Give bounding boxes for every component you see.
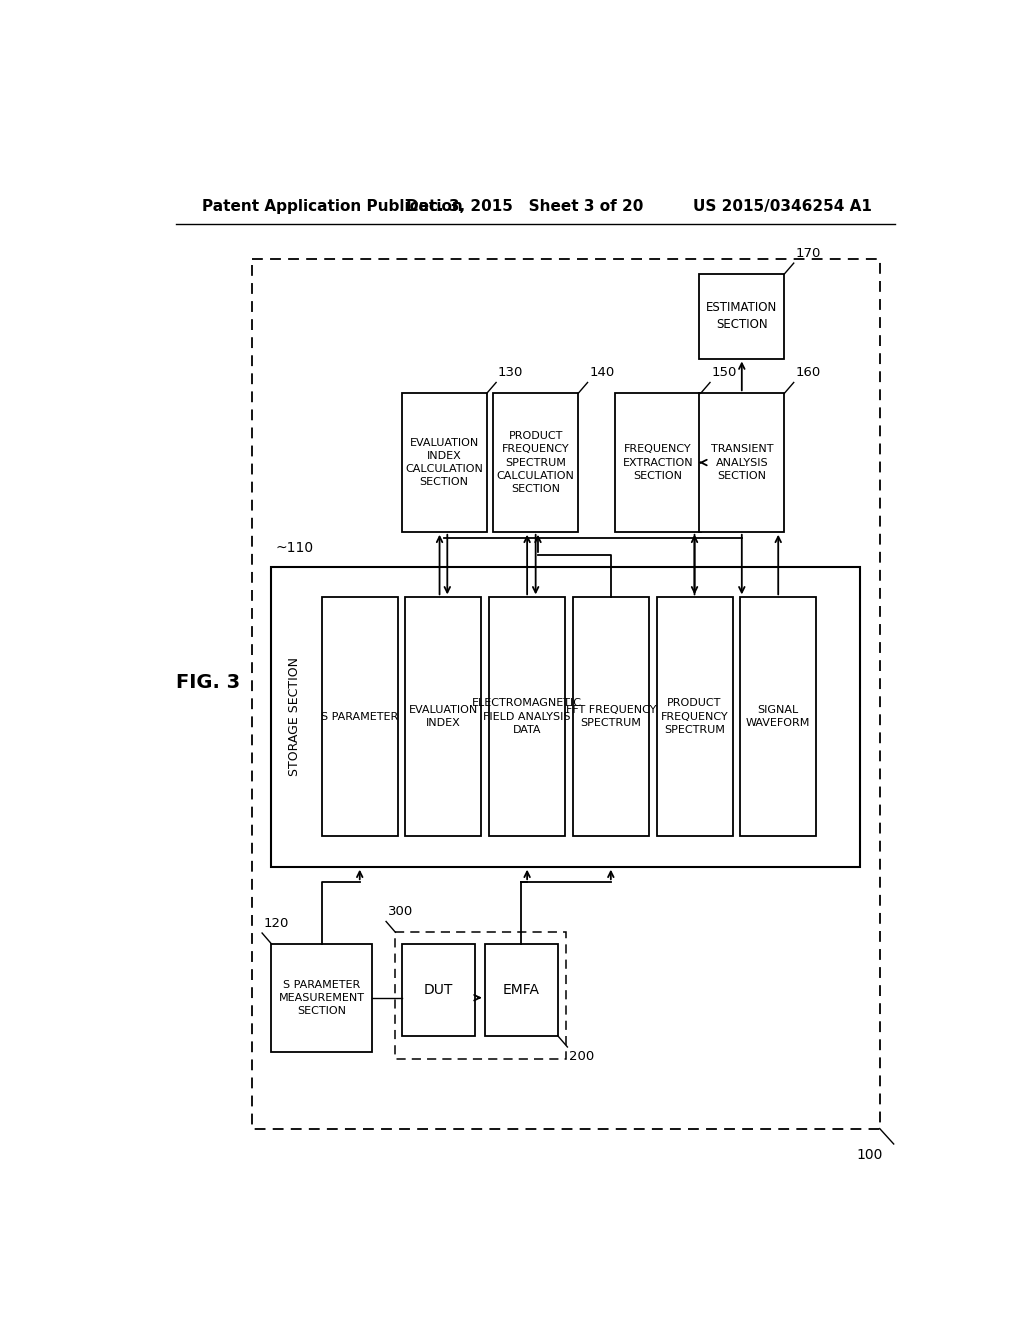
Text: ~110: ~110 [275, 541, 313, 554]
Text: SIGNAL
WAVEFORM: SIGNAL WAVEFORM [746, 705, 810, 729]
Bar [740, 597, 816, 836]
Text: EMFA: EMFA [503, 983, 540, 997]
Text: 100: 100 [856, 1148, 883, 1162]
Bar [572, 597, 649, 836]
Bar [615, 393, 700, 532]
Bar [252, 259, 880, 1129]
Bar [656, 597, 732, 836]
Text: FREQUENCY
EXTRACTION
SECTION: FREQUENCY EXTRACTION SECTION [623, 445, 693, 480]
Text: ELECTROMAGNETIC
FIELD ANALYSIS
DATA: ELECTROMAGNETIC FIELD ANALYSIS DATA [472, 698, 582, 735]
Text: 170: 170 [796, 247, 820, 260]
Bar [406, 597, 481, 836]
Text: EVALUATION
INDEX: EVALUATION INDEX [409, 705, 478, 729]
Text: EVALUATION
INDEX
CALCULATION
SECTION: EVALUATION INDEX CALCULATION SECTION [406, 438, 483, 487]
Text: Patent Application Publication: Patent Application Publication [202, 198, 463, 214]
Text: PRODUCT
FREQUENCY
SPECTRUM
CALCULATION
SECTION: PRODUCT FREQUENCY SPECTRUM CALCULATION S… [497, 432, 574, 494]
Text: DUT: DUT [424, 983, 453, 997]
Bar [322, 597, 397, 836]
Bar [401, 944, 475, 1036]
Text: 150: 150 [712, 367, 737, 379]
Bar [493, 393, 579, 532]
Text: S PARAMETER: S PARAMETER [322, 711, 398, 722]
Bar [489, 597, 565, 836]
Text: TRANSIENT
ANALYSIS
SECTION: TRANSIENT ANALYSIS SECTION [711, 445, 773, 480]
Text: 140: 140 [589, 367, 614, 379]
Bar [271, 566, 860, 867]
Text: 200: 200 [569, 1051, 594, 1063]
Bar [699, 275, 784, 359]
Text: 300: 300 [388, 906, 413, 919]
Text: US 2015/0346254 A1: US 2015/0346254 A1 [693, 198, 872, 214]
Text: PRODUCT
FREQUENCY
SPECTRUM: PRODUCT FREQUENCY SPECTRUM [660, 698, 728, 735]
Text: ESTIMATION
SECTION: ESTIMATION SECTION [707, 301, 777, 331]
Bar [271, 944, 372, 1052]
Bar [401, 393, 486, 532]
Text: STORAGE SECTION: STORAGE SECTION [288, 657, 301, 776]
Bar [484, 944, 558, 1036]
Text: FFT FREQUENCY
SPECTRUM: FFT FREQUENCY SPECTRUM [565, 705, 656, 729]
Text: 120: 120 [263, 917, 289, 929]
Text: FIG. 3: FIG. 3 [176, 672, 241, 692]
Text: Dec. 3, 2015   Sheet 3 of 20: Dec. 3, 2015 Sheet 3 of 20 [407, 198, 643, 214]
Bar [699, 393, 784, 532]
Text: 160: 160 [796, 367, 820, 379]
Text: S PARAMETER
MEASUREMENT
SECTION: S PARAMETER MEASUREMENT SECTION [279, 979, 365, 1016]
Bar [395, 932, 566, 1059]
Text: 130: 130 [498, 367, 523, 379]
